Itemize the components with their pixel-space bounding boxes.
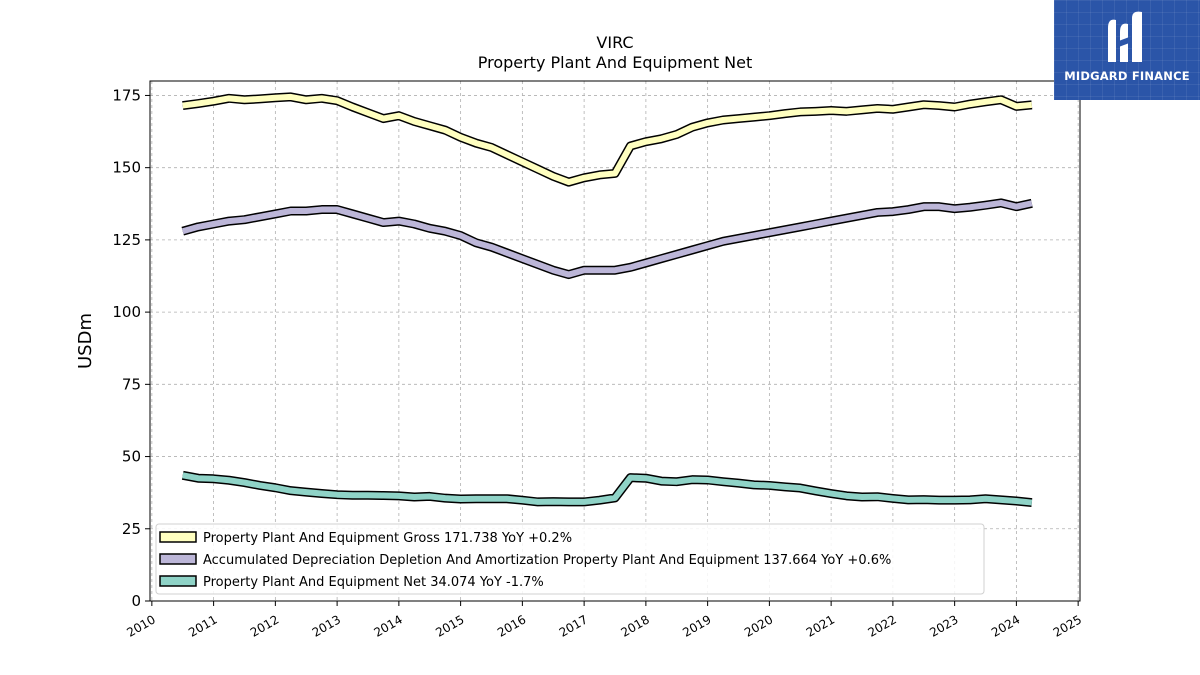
y-tick-label: 100 (112, 303, 141, 321)
grid-lines (150, 81, 1080, 602)
series-line-2 (181, 199, 1033, 278)
y-tick-label: 150 (112, 159, 141, 177)
y-tick-label: 75 (122, 375, 141, 393)
midgard-logo-icon (1108, 11, 1142, 63)
y-tick-label: 175 (112, 86, 141, 104)
x-tick-label: 2013 (310, 612, 343, 639)
series-line-outline-2 (181, 198, 1033, 280)
y-axis-label: USDm (75, 313, 96, 369)
legend-label-1: Property Plant And Equipment Gross 171.7… (203, 531, 572, 546)
series-layer (181, 92, 1033, 508)
legend: Property Plant And Equipment Gross 171.7… (155, 523, 985, 595)
chart-title: VIRC (596, 33, 633, 52)
x-tick-label: 2021 (804, 612, 837, 639)
y-axis: 0 25 50 75 100 125 150 175 (112, 86, 150, 610)
legend-swatch-2 (159, 553, 197, 565)
x-tick-label: 2018 (618, 612, 651, 639)
x-tick-label: 2024 (989, 612, 1022, 639)
x-tick-label: 2012 (248, 612, 281, 639)
y-tick-label: 25 (122, 520, 141, 538)
legend-label-3: Property Plant And Equipment Net 34.074 … (203, 575, 544, 590)
y-tick-label: 50 (122, 448, 141, 466)
y-tick-label: 125 (112, 231, 141, 249)
legend-swatch-3 (159, 575, 197, 587)
legend-label-2: Accumulated Depreciation Depletion And A… (203, 553, 891, 568)
x-tick-label: 2017 (557, 612, 590, 639)
logo-text: MIDGARD FINANCE (1064, 69, 1190, 83)
plot-frame (149, 80, 1081, 602)
legend-swatch-1 (159, 531, 197, 543)
x-tick-label: 2022 (865, 612, 898, 639)
series-line-3 (182, 472, 1033, 506)
x-tick-label: 2023 (927, 612, 960, 639)
midgard-logo: MIDGARD FINANCE (1054, 0, 1200, 100)
x-tick-label: 2010 (124, 612, 157, 639)
x-tick-label: 2016 (495, 612, 528, 639)
x-tick-label: 2025 (1051, 612, 1084, 639)
x-tick-label: 2011 (186, 612, 219, 639)
x-tick-label: 2020 (742, 612, 775, 639)
y-tick-label: 0 (131, 592, 141, 610)
x-tick-label: 2014 (371, 612, 404, 639)
legend-box (155, 523, 985, 595)
x-tick-label: 2019 (680, 612, 713, 639)
x-axis: 2010 2011 2012 2013 2014 2015 2016 2017 2018 2019… (124, 601, 1084, 640)
x-tick-label: 2015 (433, 612, 466, 639)
chart-subtitle: Property Plant And Equipment Net (478, 53, 753, 72)
series-line-1 (182, 93, 1033, 186)
